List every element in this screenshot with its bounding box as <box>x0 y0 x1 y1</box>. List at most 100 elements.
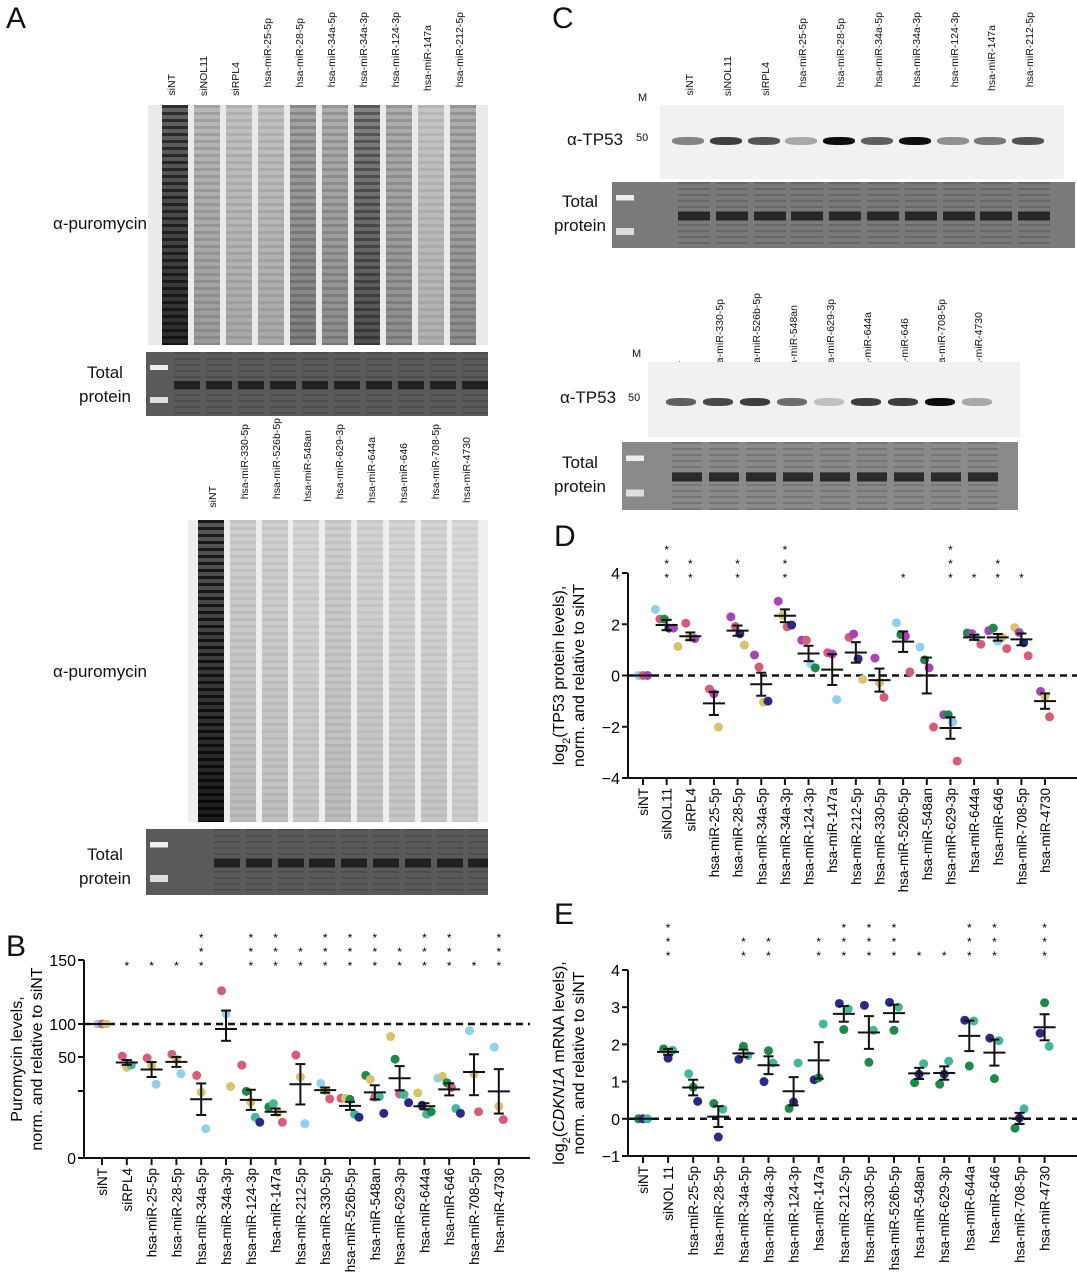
lane-label: siNOL11 <box>198 55 210 96</box>
data-point <box>1010 1123 1020 1133</box>
significance-star: * <box>372 945 377 959</box>
significance-star: * <box>766 935 771 949</box>
y-axis-label-part: protein levels), <box>551 586 568 695</box>
lane-label: hsa-miR-34a-3p <box>910 12 923 88</box>
x-tick-label: hsa-miR-548an <box>920 788 935 880</box>
data-point <box>390 1054 400 1064</box>
significance-star: * <box>948 557 953 571</box>
data-point <box>437 1071 447 1081</box>
x-tick-label: hsa-miR-548an <box>368 1168 383 1260</box>
x-tick-label: hsa-miR-212-5p <box>293 1168 308 1265</box>
y-axis-label-part: mRNA levels), <box>551 961 568 1067</box>
significance-star: * <box>735 571 740 585</box>
data-point <box>684 1069 694 1079</box>
data-point <box>935 1079 945 1089</box>
data-point <box>176 1069 186 1079</box>
significance-star: * <box>688 557 693 571</box>
significance-star: * <box>995 557 1000 571</box>
data-point <box>386 1032 396 1042</box>
significance-star: * <box>867 935 872 949</box>
data-point <box>1035 1028 1045 1038</box>
significance-star: * <box>841 921 846 935</box>
tp53-band <box>814 398 844 406</box>
data-point <box>268 1099 278 1109</box>
significance-star: * <box>496 945 501 959</box>
total-protein-lane <box>672 442 702 510</box>
tp53-band <box>747 137 780 145</box>
total-protein-lane <box>462 352 488 416</box>
y-axis-label-part: ( <box>551 732 568 738</box>
lane-label: hsa-miR-629-3p <box>334 424 347 500</box>
significance-star: * <box>149 959 154 973</box>
data-point <box>255 1117 265 1127</box>
significance-star: * <box>298 945 303 959</box>
significance-star: * <box>174 959 179 973</box>
total-protein-label-c1: Total protein <box>545 190 615 238</box>
total-protein-lane <box>867 182 899 248</box>
data-point <box>1023 651 1033 661</box>
blot-lane <box>162 105 188 345</box>
total-protein-lane <box>931 442 961 510</box>
data-point <box>759 1077 769 1087</box>
y-axis-label-part: 2 <box>561 738 573 744</box>
total-protein-blot-c1 <box>612 182 1075 248</box>
data-point <box>832 695 842 705</box>
total-protein-lane <box>398 352 424 416</box>
x-tick-label: siRPL4 <box>683 788 698 832</box>
data-point <box>879 692 889 702</box>
protein-label: protein <box>79 869 131 888</box>
data-point <box>300 1119 310 1129</box>
tp53-blot-2 <box>648 362 1020 437</box>
protein-label: protein <box>79 387 131 406</box>
panel-letter-b: B <box>6 930 27 963</box>
data-point <box>217 986 226 996</box>
blot-lane <box>420 520 447 822</box>
x-tick-label: hsa-miR-708-5p <box>1014 788 1029 885</box>
data-point <box>379 1108 389 1118</box>
y-tick-label: 2 <box>611 1037 620 1054</box>
lane-label: siRPL4 <box>759 61 772 96</box>
blot-lane <box>194 105 220 345</box>
data-point <box>793 1058 803 1068</box>
blot-lane <box>198 520 224 822</box>
x-tick-label: hsa-miR-124-3p <box>802 788 817 885</box>
data-point <box>241 1086 251 1096</box>
lane-label: hsa-miR-212-5p <box>454 12 466 88</box>
x-tick-label: hsa-miR-147a <box>825 788 840 873</box>
data-point <box>237 1060 247 1070</box>
y-axis-label-line2: norm. and relative to siNT <box>571 584 588 767</box>
significance-star: * <box>323 945 328 959</box>
lane-label: hsa-miR-212-5p <box>1024 12 1037 88</box>
total-protein-lane <box>309 829 336 895</box>
data-point <box>985 1033 995 1043</box>
x-tick-label: hsa-miR-34a-3p <box>778 788 793 885</box>
x-tick-label: hsa-miR-4730 <box>1038 1166 1053 1251</box>
data-point <box>763 696 773 706</box>
data-point <box>681 618 691 628</box>
tp53-band <box>709 137 742 145</box>
significance-star: * <box>348 959 353 973</box>
tp53-band <box>672 137 704 145</box>
significance-star: * <box>1042 949 1047 963</box>
marker-lane <box>616 182 634 248</box>
lane-label: siNOL11 <box>721 55 734 96</box>
total-protein-blot-a1 <box>146 352 488 416</box>
significance-star: * <box>901 571 906 585</box>
significance-star: * <box>892 921 897 935</box>
tp53-blot-1 <box>660 105 1064 179</box>
x-tick-label: hsa-miR-644a <box>967 788 982 873</box>
tp53-band <box>785 137 818 145</box>
puromycin-blot-2 <box>188 520 488 822</box>
significance-star: * <box>995 571 1000 585</box>
y-tick-label: 0 <box>611 669 620 686</box>
x-tick-label: siNOL 11 <box>661 1166 676 1221</box>
total-protein-lane <box>174 352 200 416</box>
total-protein-lane <box>678 182 710 248</box>
total-label: Total <box>562 453 598 472</box>
significance-star: * <box>422 959 427 973</box>
data-point <box>673 642 683 652</box>
significance-star: * <box>248 931 253 945</box>
y-tick-label: 2 <box>611 617 620 634</box>
data-point <box>668 1045 678 1055</box>
